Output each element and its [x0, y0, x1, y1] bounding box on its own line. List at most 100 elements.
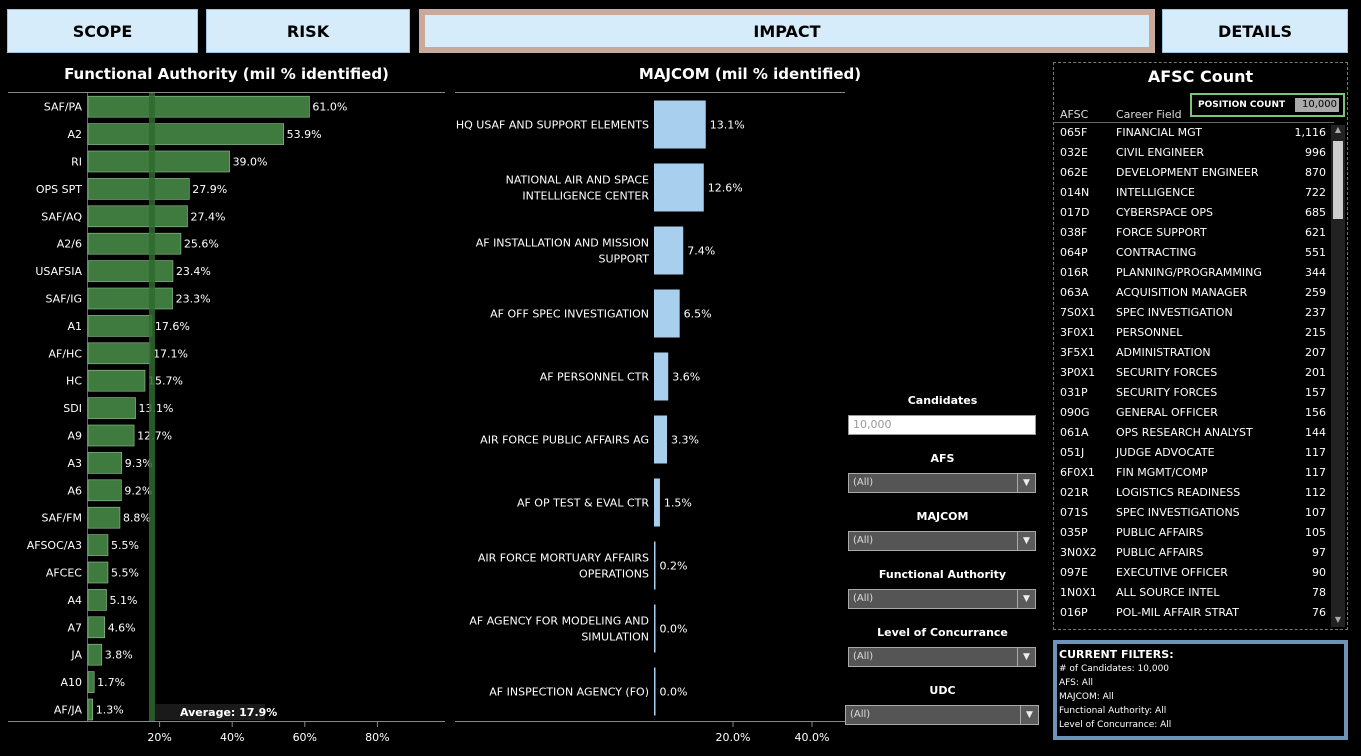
- fa-category-label: SAF/PA: [44, 101, 83, 114]
- fa-category-label: USAFSIA: [35, 265, 82, 278]
- udc-dropdown[interactable]: (All) ▼: [845, 705, 1039, 725]
- majcom-dropdown[interactable]: (All) ▼: [848, 531, 1036, 551]
- afsc-row[interactable]: 063A ACQUISITION MANAGER 259: [1054, 283, 1334, 303]
- tab-scope[interactable]: SCOPE: [7, 9, 198, 53]
- fa-value-label: 27.4%: [190, 210, 225, 223]
- afsc-count: 156: [1305, 406, 1326, 419]
- afsc-row[interactable]: 3N0X2 PUBLIC AFFAIRS 97: [1054, 543, 1334, 563]
- afsc-row[interactable]: 071S SPEC INVESTIGATIONS 107: [1054, 503, 1334, 523]
- afsc-count: 107: [1305, 506, 1326, 519]
- mj-bar: [654, 667, 656, 716]
- afs-dropdown[interactable]: (All) ▼: [848, 473, 1036, 493]
- afsc-row[interactable]: 021R LOGISTICS READINESS 112: [1054, 483, 1334, 503]
- afsc-career-field: CYBERSPACE OPS: [1116, 206, 1213, 219]
- mj-value-label: 12.6%: [708, 182, 743, 195]
- afsc-career-field: SECURITY FORCES: [1116, 386, 1218, 399]
- afsc-row[interactable]: 3F0X1 PERSONNEL 215: [1054, 323, 1334, 343]
- fa-bar: [87, 260, 174, 282]
- fa-bar: [87, 698, 94, 721]
- afsc-row[interactable]: 061A OPS RESEARCH ANALYST 144: [1054, 423, 1334, 443]
- tab-impact[interactable]: IMPACT: [419, 9, 1155, 53]
- afsc-row[interactable]: 035P PUBLIC AFFAIRS 105: [1054, 523, 1334, 543]
- fa-dropdown[interactable]: (All) ▼: [848, 589, 1036, 609]
- afsc-code: 1N0X1: [1060, 586, 1097, 599]
- afsc-row[interactable]: 017D CYBERSPACE OPS 685: [1054, 203, 1334, 223]
- afsc-row[interactable]: 051J JUDGE ADVOCATE 117: [1054, 443, 1334, 463]
- candidates-input[interactable]: 10,000: [848, 415, 1036, 435]
- fa-bar: [87, 287, 173, 310]
- chevron-down-icon[interactable]: ▼: [1020, 706, 1038, 724]
- fa-value-label: 5.1%: [110, 594, 138, 607]
- afsc-row[interactable]: 097E EXECUTIVE OFFICER 90: [1054, 563, 1334, 583]
- mj-bar: [654, 100, 706, 149]
- afsc-row[interactable]: 032E CIVIL ENGINEER 996: [1054, 143, 1334, 163]
- fa-value-label: 1.7%: [97, 676, 125, 689]
- tab-risk[interactable]: RISK: [206, 9, 410, 53]
- afsc-count: 215: [1305, 326, 1326, 339]
- mj-category-label: INTELLIGENCE CENTER: [522, 190, 649, 203]
- mj-bar: [654, 289, 680, 338]
- afsc-row[interactable]: 016P POL-MIL AFFAIR STRAT 76: [1054, 603, 1334, 623]
- chevron-down-icon[interactable]: ▼: [1017, 474, 1035, 492]
- afsc-row[interactable]: 065F FINANCIAL MGT 1,116: [1054, 123, 1334, 143]
- fa-category-label: A3: [67, 457, 82, 470]
- afsc-count: 76: [1312, 606, 1326, 619]
- chevron-down-icon[interactable]: ▼: [1017, 590, 1035, 608]
- fa-average-label: Average: 17.9%: [180, 706, 277, 719]
- fa-x-tick-label: 60%: [293, 731, 317, 744]
- fa-value-label: 9.3%: [125, 457, 153, 470]
- chevron-down-icon[interactable]: ▼: [1017, 648, 1035, 666]
- afsc-code: 016R: [1060, 266, 1089, 279]
- afsc-panel: AFSC Count POSITION COUNT 10,000 AFSC Ca…: [1053, 62, 1348, 630]
- mj-value-label: 7.4%: [687, 245, 715, 258]
- afsc-row[interactable]: 062E DEVELOPMENT ENGINEER 870: [1054, 163, 1334, 183]
- afsc-career-field: SPEC INVESTIGATIONS: [1116, 506, 1240, 519]
- fa-bar: [87, 123, 284, 145]
- afsc-career-field: ADMINISTRATION: [1116, 346, 1211, 359]
- fa-x-tick-label: 20%: [147, 731, 171, 744]
- afsc-row[interactable]: 090G GENERAL OFFICER 156: [1054, 403, 1334, 423]
- afsc-career-field: SECURITY FORCES: [1116, 366, 1218, 379]
- afsc-code: 064P: [1060, 246, 1088, 259]
- fa-bar: [87, 397, 136, 419]
- afsc-code: 014N: [1060, 186, 1090, 199]
- afsc-row[interactable]: 6F0X1 FIN MGMT/COMP 117: [1054, 463, 1334, 483]
- fa-x-tick-label: 40%: [220, 731, 244, 744]
- scroll-thumb[interactable]: [1333, 141, 1343, 219]
- mj-bar: [654, 226, 684, 275]
- afsc-row[interactable]: 3P0X1 SECURITY FORCES 201: [1054, 363, 1334, 383]
- afsc-career-field: GENERAL OFFICER: [1116, 406, 1218, 419]
- majcom-label: MAJCOM: [916, 510, 969, 523]
- mj-x-tick-label: 40.0%: [795, 731, 830, 744]
- afsc-row[interactable]: 038F FORCE SUPPORT 621: [1054, 223, 1334, 243]
- fa-value-label: 5.5%: [111, 567, 139, 580]
- fa-bar: [87, 178, 190, 200]
- afsc-row[interactable]: 016R PLANNING/PROGRAMMING 344: [1054, 263, 1334, 283]
- afsc-count: 201: [1305, 366, 1326, 379]
- fa-x-tick-label: 80%: [365, 731, 389, 744]
- scroll-down-icon[interactable]: ▼: [1334, 615, 1342, 624]
- afsc-row[interactable]: 031P SECURITY FORCES 157: [1054, 383, 1334, 403]
- fa-value-label: 17.6%: [155, 320, 190, 333]
- chevron-down-icon[interactable]: ▼: [1017, 532, 1035, 550]
- afsc-row[interactable]: 014N INTELLIGENCE 722: [1054, 183, 1334, 203]
- fa-category-label: AF/HC: [48, 347, 82, 360]
- scroll-up-icon[interactable]: ▲: [1334, 125, 1342, 134]
- position-count-input[interactable]: 10,000: [1295, 98, 1339, 112]
- tab-details[interactable]: DETAILS: [1162, 9, 1348, 53]
- afsc-row[interactable]: 064P CONTRACTING 551: [1054, 243, 1334, 263]
- fa-average-bg: [154, 704, 265, 720]
- loc-dropdown[interactable]: (All) ▼: [848, 647, 1036, 667]
- afs-label: AFS: [930, 452, 955, 465]
- afsc-count: 112: [1305, 486, 1326, 499]
- fa-category-label: HC: [66, 375, 82, 388]
- afsc-count: 105: [1305, 526, 1326, 539]
- scrollbar[interactable]: ▲ ▼: [1331, 125, 1345, 627]
- afsc-row[interactable]: 1N0X1 ALL SOURCE INTEL 78: [1054, 583, 1334, 603]
- candidates-label: Candidates: [907, 394, 978, 407]
- fa-value-label: 9.2%: [124, 484, 152, 497]
- fa-value-label: 15.7%: [148, 375, 183, 388]
- afsc-row[interactable]: 3F5X1 ADMINISTRATION 207: [1054, 343, 1334, 363]
- fa-category-label: AF/JA: [54, 704, 83, 717]
- afsc-row[interactable]: 7S0X1 SPEC INVESTIGATION 237: [1054, 303, 1334, 323]
